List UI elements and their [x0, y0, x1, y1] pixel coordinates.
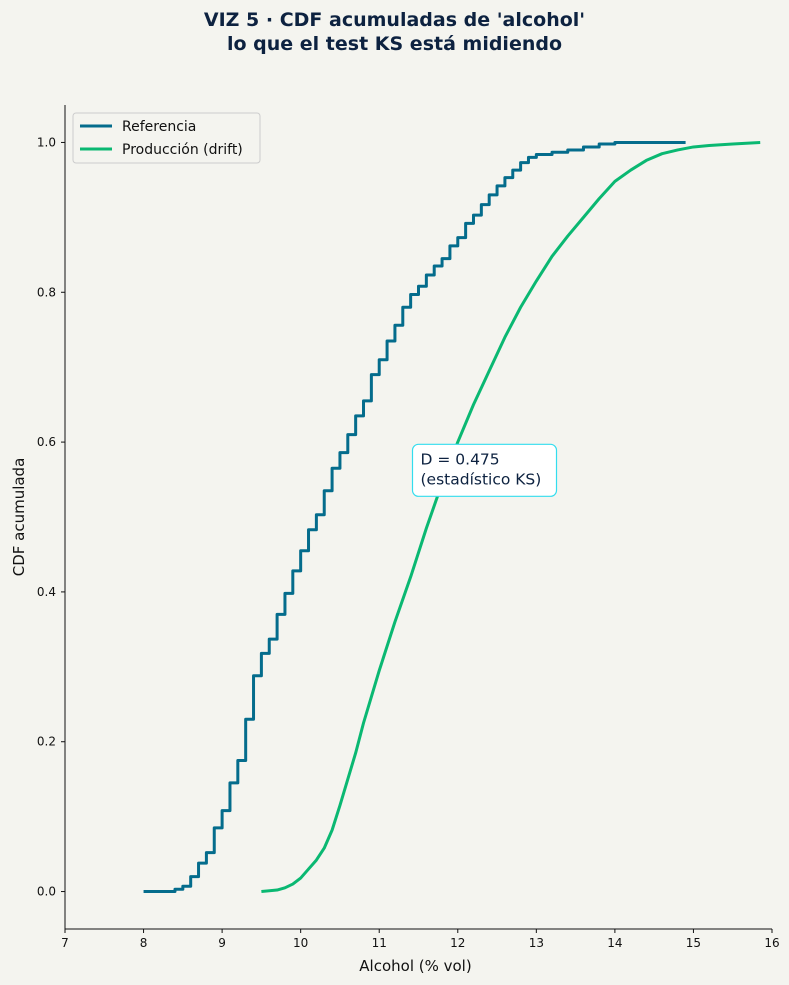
x-tick-label: 8	[140, 936, 148, 950]
legend-label: Producción (drift)	[122, 142, 243, 158]
chart-title-line-1: VIZ 5 · CDF acumuladas de 'alcohol'	[203, 9, 586, 31]
series-layer	[143, 140, 761, 894]
legend-box	[72, 112, 261, 164]
annotation-text-line: D = 0.475	[421, 450, 500, 468]
axes: 7 8 9 10 11 12 13 14 15 16 0.0 0.2 0.4 0.6 0.8 1.0 Alcoh…	[10, 105, 780, 975]
chart-title-line-2: lo que el test KS está midiendo	[226, 33, 563, 55]
y-axis-label: CDF acumulada	[10, 458, 28, 577]
x-tick-label: 15	[686, 936, 701, 950]
y-tick-label: 0.4	[37, 585, 56, 599]
annotation-layer: D = 0.475 (estadístico KS)	[411, 443, 558, 497]
x-tick-label: 9	[218, 936, 226, 950]
y-tick-label: 1.0	[37, 135, 56, 149]
x-tick-label: 7	[61, 936, 69, 950]
x-tick-label: 13	[529, 936, 544, 950]
legend-label: Referencia	[122, 119, 196, 135]
y-tick-label: 0.6	[37, 435, 56, 449]
x-tick-label: 10	[293, 936, 308, 950]
y-tick-label: 0.8	[37, 285, 56, 299]
annotation-text-line: (estadístico KS)	[421, 470, 542, 488]
x-tick-label: 16	[764, 936, 779, 950]
legend: Referencia Producción (drift)	[72, 112, 261, 164]
x-axis-label: Alcohol (% vol)	[359, 957, 471, 975]
annotation-box	[411, 443, 558, 497]
y-tick-label: 0.0	[37, 885, 56, 899]
x-tick-label: 12	[450, 936, 465, 950]
series-line-produccion	[261, 140, 761, 894]
series-line-referencia	[143, 140, 686, 894]
x-tick-label: 14	[607, 936, 622, 950]
chart-title: VIZ 5 · CDF acumuladas de 'alcohol' lo q…	[0, 8, 789, 56]
y-tick-label: 0.2	[37, 735, 56, 749]
x-tick-label: 11	[372, 936, 387, 950]
